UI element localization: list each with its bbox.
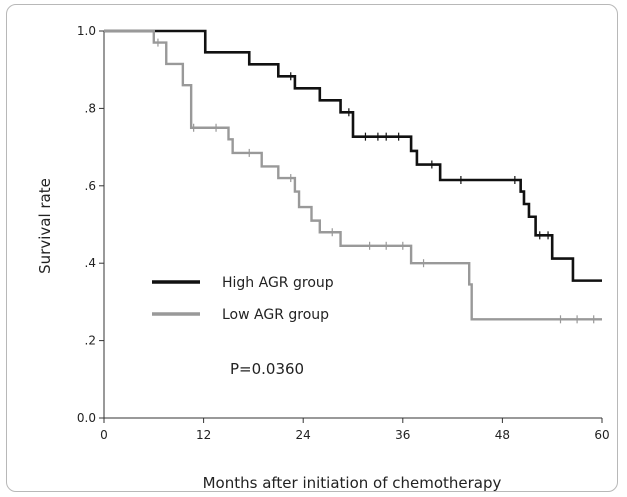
axes (103, 31, 602, 419)
y-ticks: 0.0 .2 .4 .6 .8 1.0 (77, 24, 104, 425)
y-tick-label: .6 (85, 179, 96, 193)
y-tick-label: .8 (85, 101, 96, 115)
y-tick-label: 0.0 (77, 411, 96, 425)
x-tick-label: 48 (495, 428, 510, 442)
y-tick-label: .2 (85, 334, 96, 348)
legend: High AGR group Low AGR group (152, 275, 334, 323)
x-axis-title: Months after initiation of chemotherapy (203, 474, 502, 492)
legend-label-low: Low AGR group (222, 307, 329, 323)
x-tick-label: 24 (296, 428, 311, 442)
x-ticks: 0 12 24 36 48 60 (100, 418, 610, 442)
x-tick-label: 36 (395, 428, 410, 442)
series-layer (104, 29, 602, 324)
low-agr-curve (104, 29, 602, 321)
y-axis-title: Survival rate (36, 178, 54, 274)
x-tick-label: 0 (100, 428, 108, 442)
p-value-annotation: P=0.0360 (230, 360, 304, 378)
high-agr-curve (104, 29, 602, 282)
x-tick-label: 60 (594, 428, 609, 442)
figure-frame (6, 4, 618, 492)
x-tick-label: 12 (196, 428, 211, 442)
legend-label-high: High AGR group (222, 275, 334, 291)
y-tick-label: 1.0 (77, 24, 96, 38)
y-tick-label: .4 (85, 256, 96, 270)
